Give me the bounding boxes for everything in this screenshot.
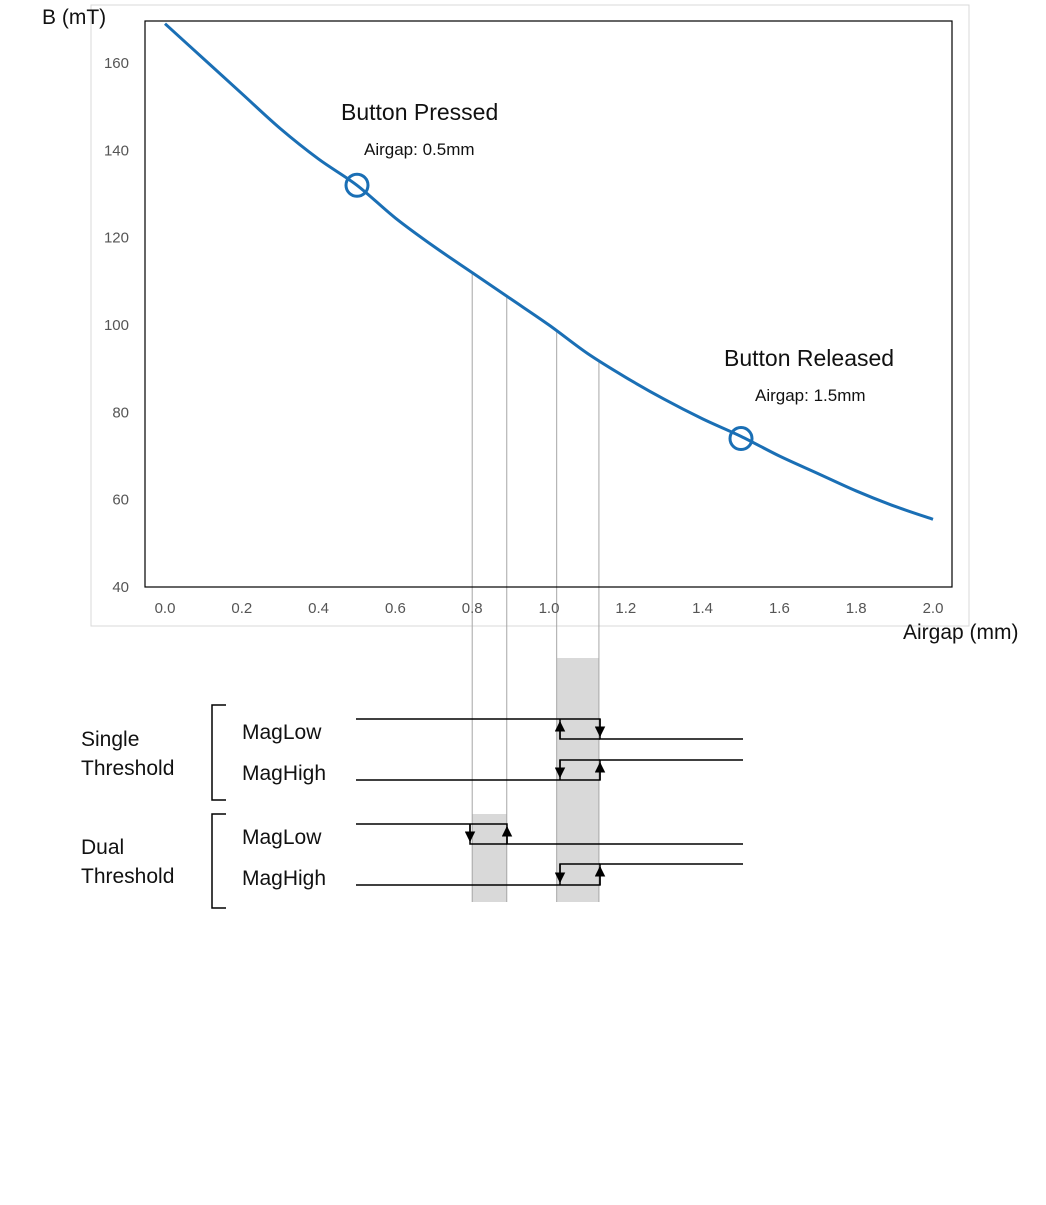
b-field-curve [163, 22, 934, 521]
x-axis-title: Airgap (mm) [903, 621, 1019, 644]
dual-maghigh-waveform [356, 863, 743, 886]
single-maghigh-label: MagHigh [242, 762, 326, 785]
button-released-marker [728, 426, 754, 452]
single-maghigh-waveform [356, 759, 743, 781]
y-tick-label: 80 [112, 404, 129, 421]
dual-threshold-bracket [211, 813, 226, 909]
button-pressed-marker [344, 172, 370, 198]
single-maglow-waveform [356, 718, 743, 740]
y-tick-labels: 40 60 80 100 120 140 160 [104, 55, 129, 596]
x-tick-label: 1.2 [615, 600, 636, 617]
y-tick-label: 100 [104, 317, 129, 334]
single-maglow-label: MagLow [242, 721, 322, 744]
airgap-markers [344, 172, 754, 452]
pressed-annotation-subtitle: Airgap: 0.5mm [364, 140, 475, 159]
y-tick-label: 60 [112, 492, 129, 509]
x-tick-label: 1.0 [539, 600, 560, 617]
x-tick-label: 1.4 [692, 600, 713, 617]
y-tick-label: 40 [112, 579, 129, 596]
x-tick-label: 1.6 [769, 600, 790, 617]
released-annotation-subtitle: Airgap: 1.5mm [755, 386, 866, 405]
x-tick-label: 0.2 [231, 600, 252, 617]
single-threshold-label-line2: Threshold [81, 757, 174, 780]
dual-maglow-waveform [356, 823, 743, 845]
dual-maghigh-label: MagHigh [242, 867, 326, 890]
threshold-diagram: Single Threshold Dual Threshold MagLow M… [81, 704, 743, 909]
plot-area [144, 20, 953, 588]
x-tick-label: 0.6 [385, 600, 406, 617]
y-tick-label: 140 [104, 142, 129, 159]
y-tick-label: 160 [104, 55, 129, 72]
dual-maglow-label: MagLow [242, 826, 322, 849]
chart-outer-frame [90, 4, 970, 627]
released-annotation-title: Button Released [724, 345, 894, 371]
pressed-annotation-title: Button Pressed [341, 99, 498, 125]
dual-threshold-label-line2: Threshold [81, 865, 174, 888]
single-threshold-bracket [211, 704, 226, 801]
x-tick-label: 0.0 [155, 600, 176, 617]
x-tick-label: 0.4 [308, 600, 329, 617]
single-threshold-label-line1: Single [81, 728, 139, 751]
dual-threshold-label-line1: Dual [81, 836, 124, 859]
x-tick-label: 0.8 [462, 600, 483, 617]
x-tick-label: 1.8 [846, 600, 867, 617]
x-tick-labels: 0.0 0.2 0.4 0.6 0.8 1.0 1.2 1.4 1.6 1.8 2.0 [155, 600, 944, 617]
y-axis-title: B (mT) [42, 6, 106, 29]
x-tick-label: 2.0 [923, 600, 944, 617]
y-tick-label: 120 [104, 230, 129, 247]
press-threshold-band [472, 814, 507, 902]
